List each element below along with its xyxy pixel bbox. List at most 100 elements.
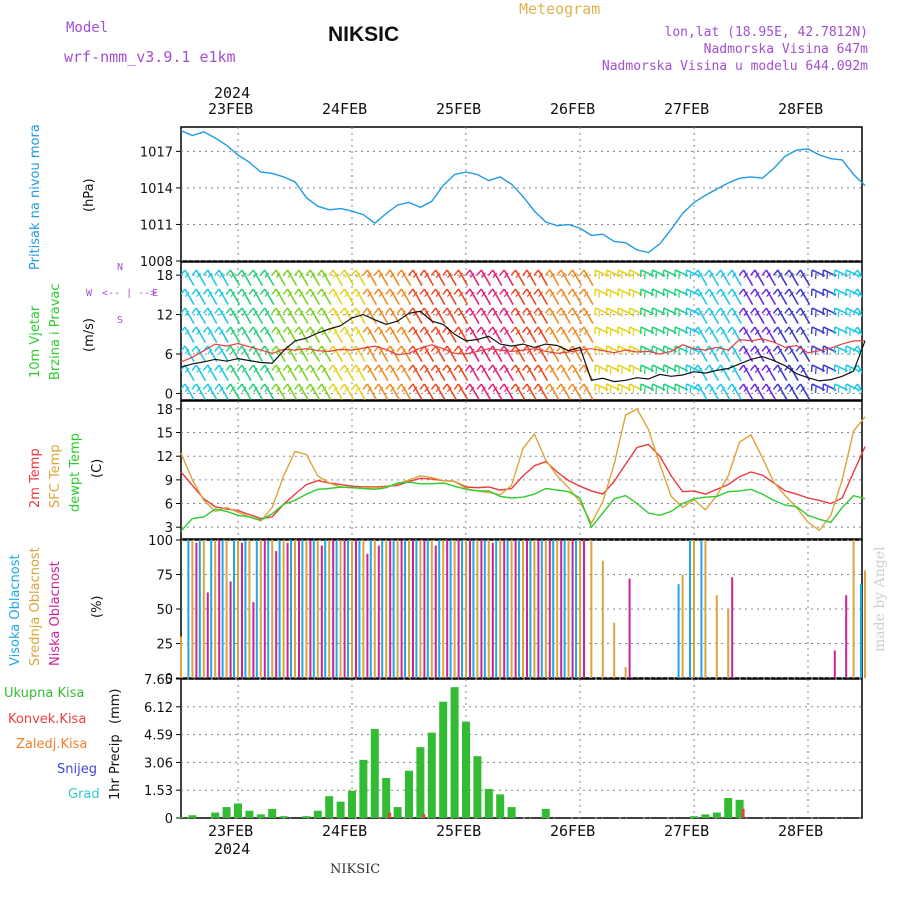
wind-barb-feather: [499, 383, 505, 390]
wind-barb: [412, 307, 423, 324]
wind-barb-feather: [181, 345, 186, 352]
wind-barb: [241, 307, 252, 324]
cloud-bar: [290, 540, 292, 678]
wind-barb: [754, 307, 765, 324]
wind-barb: [446, 364, 457, 381]
wind-barb: [332, 307, 343, 324]
wind-barb: [686, 269, 700, 277]
cloud-bar: [259, 540, 262, 678]
cloud-bar: [681, 574, 684, 678]
wind-barb-feather: [731, 386, 737, 393]
y-tick-label: 3: [165, 521, 173, 536]
wind-barb-feather: [373, 307, 380, 314]
wind-barb-feather: [465, 269, 471, 276]
cloud-bar: [457, 540, 460, 678]
wind-barb: [514, 307, 526, 324]
wind-barb: [720, 364, 731, 381]
wind-barb-feather: [720, 348, 726, 355]
wind-barb-feather: [772, 326, 779, 333]
wind-barb: [537, 345, 549, 362]
wind-barb-feather: [446, 367, 452, 374]
wind-barb: [492, 288, 503, 305]
wind-barb-feather: [750, 307, 756, 314]
year-label-bottom: 2024: [214, 840, 251, 858]
wind-barb-feather: [458, 272, 464, 279]
wind-barb-feather: [750, 345, 756, 352]
wind-barb-feather: [412, 386, 418, 393]
wind-barb-feather: [481, 329, 486, 336]
wind-barb-feather: [503, 291, 509, 298]
wind-barb: [469, 269, 480, 286]
wind-barb: [366, 307, 378, 324]
cloud-bar: [446, 540, 449, 678]
wind-barb-feather: [435, 367, 441, 374]
wind-barb: [389, 383, 400, 400]
wind-barb: [549, 307, 560, 324]
cloud-bar: [727, 609, 730, 678]
wind-barb-feather: [869, 387, 873, 392]
wind-barb-feather: [396, 364, 403, 371]
wind-barb-feather: [378, 310, 384, 317]
wind-barb-feather: [237, 269, 243, 276]
wind-barb-feather: [275, 310, 281, 317]
wind-barb-feather: [476, 345, 482, 352]
wind-barb: [583, 307, 594, 324]
wind-barb: [765, 326, 777, 343]
wind-barb-feather: [373, 288, 380, 295]
wind-barb: [332, 364, 343, 381]
wind-barb-feather: [538, 367, 543, 374]
wind-barb-feather: [503, 310, 509, 317]
wind-barb-feather: [572, 386, 578, 393]
wind-barb-feather: [446, 310, 452, 317]
wind-barb-feather: [424, 348, 429, 355]
wind-barb-feather: [720, 291, 726, 298]
wind-barb-feather: [351, 364, 357, 371]
wind-barb-feather: [487, 364, 494, 371]
wind-barb-feather: [788, 291, 794, 298]
wind-barb: [788, 269, 799, 286]
cloud-bar: [567, 540, 570, 678]
wind-barb-feather: [754, 291, 760, 298]
cloud-bar: [419, 540, 422, 678]
wind-barb: [355, 364, 366, 381]
wind-barb-feather: [777, 272, 783, 279]
wind-barb-feather: [465, 288, 471, 295]
wind-barb-feather: [230, 272, 236, 279]
cloud-bar: [229, 581, 232, 678]
wind-barb: [869, 365, 878, 381]
wind-barb: [195, 288, 207, 305]
cloud-bar: [286, 542, 289, 678]
wind-barb-feather: [264, 386, 270, 393]
wind-barb: [777, 269, 788, 286]
cloud-bar: [864, 570, 866, 678]
wind-barb: [731, 345, 742, 362]
wind-barb-feather: [738, 288, 745, 295]
cloud-bar: [491, 542, 494, 678]
wind-barb: [731, 364, 742, 381]
wind-barb-feather: [465, 307, 471, 314]
wind-barb: [309, 288, 321, 305]
wind-barb-feather: [378, 386, 384, 393]
wind-barb-feather: [339, 383, 346, 390]
wind-barbs: [181, 269, 878, 400]
wind-barb: [343, 288, 355, 305]
wind-barb: [503, 383, 514, 400]
cloud-bar: [332, 540, 335, 678]
wind-barb-feather: [259, 269, 266, 276]
wind-barb-feather: [567, 269, 574, 276]
precip-bar: [473, 756, 482, 818]
wind-barb-feather: [492, 386, 498, 393]
wind-barb: [400, 288, 412, 305]
wind-barb: [571, 364, 583, 381]
wind-barb-feather: [476, 269, 482, 276]
year-label-top: 2024: [214, 84, 251, 102]
wind-barb: [378, 288, 389, 305]
wind-barb: [241, 326, 252, 343]
wind-barb-feather: [396, 345, 403, 352]
wind-barb: [389, 269, 400, 286]
cloud-bar: [328, 540, 331, 678]
wind-barb-feather: [549, 367, 555, 374]
wind-barb-feather: [237, 383, 243, 390]
wind-barb-feather: [181, 288, 186, 295]
wind-barb-feather: [784, 269, 790, 276]
